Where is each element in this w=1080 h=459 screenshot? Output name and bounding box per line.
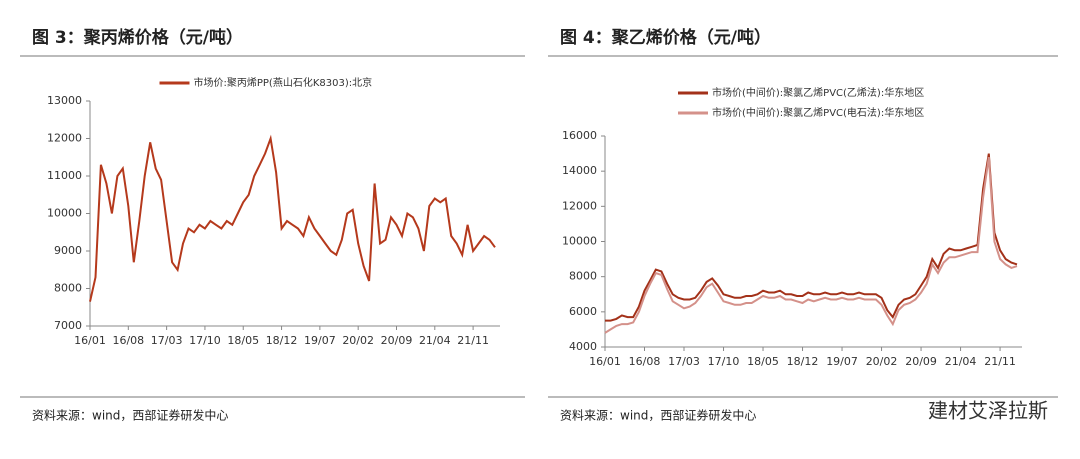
x-tick-label: 21/04 <box>419 334 451 347</box>
source: 资料来源：wind，西部证券研发中心 <box>32 408 228 423</box>
y-tick-label: 10000 <box>562 235 597 248</box>
y-tick-label: 4000 <box>569 340 597 353</box>
y-tick-label: 8000 <box>569 270 597 283</box>
y-tick-label: 16000 <box>562 129 597 142</box>
x-tick-label: 20/09 <box>905 355 937 368</box>
chart-title: 图 3：聚丙烯价格（元/吨） <box>32 27 243 48</box>
x-tick-label: 21/11 <box>984 355 1016 368</box>
x-tick-label: 18/12 <box>266 334 298 347</box>
series-line <box>89 134 496 302</box>
x-tick-label: 21/04 <box>945 355 977 368</box>
x-tick-label: 17/10 <box>189 334 221 347</box>
x-tick-label: 21/11 <box>457 334 489 347</box>
y-tick-label: 9000 <box>54 244 82 257</box>
y-tick-label: 14000 <box>562 164 597 177</box>
y-tick-label: 13000 <box>47 94 82 107</box>
x-tick-label: 16/01 <box>74 334 106 347</box>
x-tick-label: 17/10 <box>708 355 740 368</box>
series-line <box>605 153 1018 322</box>
x-tick-label: 19/07 <box>304 334 336 347</box>
legend-label: 市场价(中间价):聚氯乙烯PVC(乙烯法):华东地区 <box>712 86 924 99</box>
y-tick-label: 12000 <box>562 199 597 212</box>
x-tick-label: 20/09 <box>381 334 413 347</box>
x-tick-label: 19/07 <box>826 355 858 368</box>
y-tick-label: 6000 <box>569 305 597 318</box>
chart-title: 图 4：聚乙烯价格（元/吨） <box>560 27 771 48</box>
y-tick-label: 11000 <box>47 169 82 182</box>
y-tick-label: 12000 <box>47 132 82 145</box>
legend-label: 市场价:聚丙烯PP(燕山石化K8303):北京 <box>194 76 373 89</box>
x-tick-label: 16/08 <box>629 355 661 368</box>
watermark: 建材艾泽拉斯 <box>928 399 1048 423</box>
x-tick-label: 20/02 <box>866 355 898 368</box>
x-tick-label: 17/03 <box>668 355 700 368</box>
x-tick-label: 16/08 <box>112 334 144 347</box>
x-tick-label: 18/12 <box>787 355 819 368</box>
x-tick-label: 18/05 <box>747 355 779 368</box>
source: 资料来源：wind，西部证券研发中心 <box>560 408 756 423</box>
x-tick-label: 18/05 <box>227 334 259 347</box>
x-tick-label: 17/03 <box>151 334 183 347</box>
series-line <box>604 156 1018 334</box>
x-tick-label: 16/01 <box>589 355 621 368</box>
y-tick-label: 8000 <box>54 282 82 295</box>
y-tick-label: 10000 <box>47 207 82 220</box>
x-tick-label: 20/02 <box>342 334 374 347</box>
y-tick-label: 7000 <box>54 319 82 332</box>
legend-label: 市场价(中间价):聚氯乙烯PVC(电石法):华东地区 <box>712 106 924 119</box>
